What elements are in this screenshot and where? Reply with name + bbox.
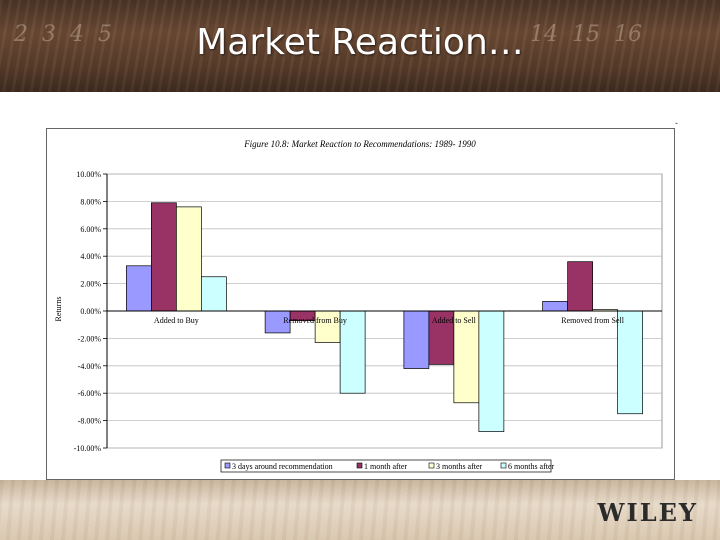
bar [567,261,593,312]
category-label: Added to Sell [432,316,477,325]
legend-label: 1 month after [364,462,407,471]
slide-footer: WILEY [0,480,720,540]
bar [126,265,152,312]
bar [478,310,505,432]
bar [617,310,643,415]
legend: 3 days around recommendation 1 month afte… [220,459,555,473]
chalk-decoration: 2 3 4 5 [14,22,112,47]
corner-mark: - [675,118,678,128]
legend-swatch [500,462,507,469]
chart-title: Figure 10.8: Market Reaction to Recommen… [243,139,476,149]
bar [453,310,480,404]
bar-chart: Figure 10.8: Market Reaction to Recommen… [54,139,663,473]
legend-swatch [224,462,231,469]
bars [126,202,643,432]
tick-labels: 10.00% 8.00% 6.00% 4.00% 2.00% 0.00% -2.00% -4.… [74,170,625,453]
bar [201,276,227,312]
y-axis-label: Returns [54,297,63,322]
y-tick-label: -6.00% [78,389,102,398]
category-label: Added to Buy [154,316,199,325]
y-tick-label: -4.00% [78,362,102,371]
y-tick-label: -8.00% [78,417,102,426]
y-tick-label: -10.00% [74,444,102,453]
chalk-decoration: 14 15 16 [530,22,642,47]
legend-label: 6 months after [508,462,555,471]
wiley-logo: WILEY [597,498,698,527]
legend-swatch [356,462,363,469]
legend-label: 3 days around recommendation [232,462,333,471]
bar [151,202,177,312]
category-label: Removed from Buy [283,316,347,325]
bar [314,310,341,343]
bar [403,310,430,369]
y-tick-label: 10.00% [76,170,101,179]
category-label: Removed from Sell [561,316,624,325]
legend-box [220,459,552,473]
y-tick-label: 4.00% [80,252,101,261]
bar [339,310,366,394]
legend-swatch [428,462,435,469]
y-tick-label: 2.00% [80,280,101,289]
wood-texture [0,480,720,540]
bar [542,301,568,312]
chart-frame: Figure 10.8: Market Reaction to Recommen… [46,128,675,480]
legend-label: 3 months after [436,462,483,471]
y-tick-label: 0.00% [80,307,101,316]
slide-title: Market Reaction… [196,22,524,63]
axes [103,173,662,449]
bar [176,206,202,312]
chalkboard-texture [0,0,720,92]
y-tick-label: -2.00% [78,334,102,343]
y-tick-label: 8.00% [80,197,101,206]
slide-header: 2 3 4 5 14 15 16 Market Reaction… [0,0,720,92]
y-tick-label: 6.00% [80,225,101,234]
